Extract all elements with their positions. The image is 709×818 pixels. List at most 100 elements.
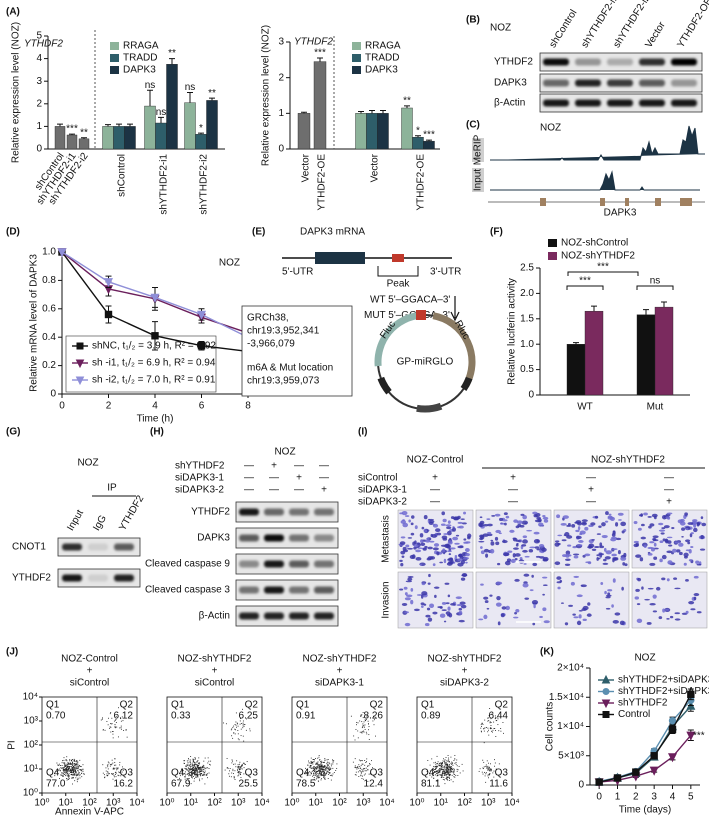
event-dot	[440, 774, 442, 776]
blot-band	[639, 58, 665, 66]
event-dot	[441, 776, 443, 778]
event-dot	[437, 772, 439, 774]
event-dot	[440, 766, 442, 768]
event-dot	[195, 764, 197, 766]
cell	[672, 548, 677, 553]
event-dot	[432, 772, 434, 774]
event-dot	[490, 718, 492, 720]
event-dot	[437, 771, 439, 773]
cell	[605, 596, 611, 599]
event-dot	[65, 759, 67, 761]
event-dot	[63, 771, 65, 773]
cell	[415, 557, 422, 561]
cell	[416, 594, 423, 596]
event-dot	[192, 758, 194, 760]
event-dot	[197, 775, 198, 777]
event-dot	[432, 772, 434, 774]
event-dot	[450, 756, 452, 758]
event-dot	[314, 770, 316, 772]
event-dot	[365, 731, 367, 733]
cell	[533, 531, 540, 535]
cell	[668, 544, 673, 547]
event-dot	[224, 769, 226, 771]
event-dot	[315, 778, 317, 780]
cell	[441, 601, 447, 605]
event-dot	[210, 760, 212, 762]
event-dot	[74, 767, 76, 769]
blot-band	[62, 574, 82, 582]
cell	[637, 527, 642, 531]
event-dot	[76, 773, 78, 775]
event-dot	[66, 756, 68, 758]
event-dot	[191, 765, 193, 767]
blot-band	[88, 543, 108, 551]
cell	[572, 546, 577, 549]
event-dot	[236, 760, 238, 762]
event-dot	[192, 777, 194, 779]
event-dot	[323, 775, 325, 777]
event-dot	[184, 771, 186, 773]
panel-label: (K)	[540, 647, 554, 658]
bar	[124, 126, 136, 150]
event-dot	[115, 776, 117, 778]
cell	[647, 587, 654, 590]
cell	[424, 545, 428, 549]
event-dot	[74, 771, 76, 772]
y-tick-label: 0	[578, 780, 584, 791]
cell	[464, 547, 470, 553]
event-dot	[455, 774, 457, 776]
cell	[419, 563, 423, 566]
event-dot	[75, 775, 77, 777]
event-dot	[77, 766, 79, 768]
event-dot	[361, 732, 363, 734]
event-dot	[179, 777, 180, 779]
event-dot	[199, 762, 201, 764]
event-dot	[59, 770, 61, 772]
event-dot	[68, 766, 70, 768]
event-dot	[72, 777, 74, 779]
event-dot	[118, 775, 120, 777]
event-dot	[191, 767, 193, 769]
event-dot	[194, 766, 196, 768]
cell	[424, 539, 431, 543]
event-dot	[184, 763, 185, 764]
event-dot	[184, 776, 186, 778]
event-dot	[488, 769, 490, 771]
event-dot	[201, 769, 203, 771]
event-dot	[200, 767, 202, 769]
event-dot	[79, 765, 81, 767]
cell	[407, 537, 413, 539]
event-dot	[333, 760, 335, 762]
event-dot	[321, 765, 323, 767]
cell	[554, 561, 561, 566]
sign: —	[664, 473, 674, 484]
event-dot	[489, 722, 491, 724]
cell	[490, 541, 495, 546]
event-dot	[320, 779, 322, 781]
event-dot	[453, 770, 455, 772]
event-dot	[77, 761, 79, 763]
event-dot	[456, 770, 458, 772]
plot-title: siDAPK3-1	[315, 678, 364, 689]
event-dot	[446, 770, 447, 772]
cell	[458, 610, 463, 615]
event-dot	[114, 772, 116, 774]
event-dot	[449, 771, 451, 773]
event-dot	[61, 768, 63, 769]
cell	[522, 582, 529, 588]
event-dot	[67, 774, 69, 776]
event-dot	[318, 777, 320, 779]
significance: ns	[145, 80, 156, 91]
event-dot	[76, 766, 78, 768]
event-dot	[441, 775, 443, 777]
event-dot	[68, 769, 70, 771]
event-dot	[192, 760, 194, 762]
event-dot	[76, 761, 78, 762]
event-dot	[332, 759, 333, 761]
event-dot	[446, 773, 448, 775]
event-dot	[442, 767, 444, 769]
peak-bracket	[377, 266, 419, 277]
blot-membrane	[235, 501, 339, 523]
event-dot	[231, 728, 233, 730]
x-tick-label: WT	[577, 402, 593, 413]
